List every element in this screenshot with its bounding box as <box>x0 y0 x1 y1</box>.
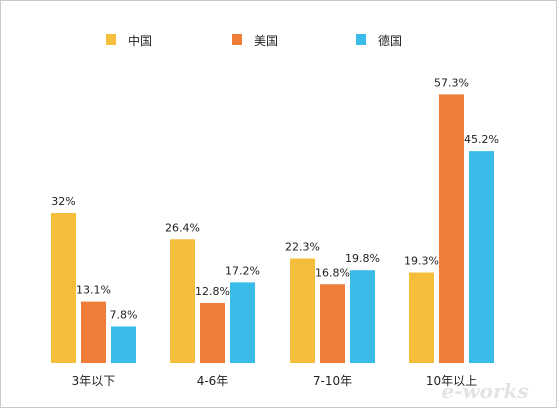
bar-1-1 <box>200 303 225 363</box>
bar-2-2 <box>350 270 375 363</box>
legend-label-0: 中国 <box>128 33 152 48</box>
value-label-2-1: 16.8% <box>315 266 350 279</box>
value-label-0-2: 7.8% <box>110 308 138 321</box>
legend: 中国 美国 德国 <box>106 33 402 48</box>
value-label-2-0: 22.3% <box>285 240 320 253</box>
value-label-2-2: 19.8% <box>345 252 380 265</box>
legend-label-1: 美国 <box>254 34 278 48</box>
value-label-0-1: 13.1% <box>76 284 111 297</box>
category-label-2: 7-10年 <box>313 374 352 388</box>
value-label-1-0: 26.4% <box>165 221 200 234</box>
watermark: e-works <box>441 379 528 403</box>
bar-1-0 <box>170 239 195 363</box>
value-label-0-0: 32% <box>51 195 75 208</box>
legend-label-2: 德国 <box>378 33 402 48</box>
bar-0-0 <box>51 213 76 363</box>
bar-3-0 <box>409 272 434 363</box>
bar-1-2 <box>230 282 255 363</box>
bar-3-2 <box>469 151 494 363</box>
bar-2-1 <box>320 284 345 363</box>
category-labels: 3年以下 4-6年 7-10年 10年以上 <box>72 374 477 388</box>
value-label-1-2: 17.2% <box>225 264 260 277</box>
legend-swatch-0 <box>106 34 116 45</box>
bar-3-1 <box>439 94 464 363</box>
bar-2-0 <box>290 258 315 363</box>
category-label-3: 10年以上 <box>426 374 477 388</box>
bar-0-2 <box>111 326 136 363</box>
value-label-3-0: 19.3% <box>404 255 439 268</box>
watermark-text: e-works <box>441 379 528 403</box>
value-label-1-1: 12.8% <box>195 285 230 298</box>
legend-swatch-2 <box>356 34 366 45</box>
category-label-0: 3年以下 <box>72 374 116 388</box>
bars <box>51 94 494 363</box>
value-label-3-2: 45.2% <box>464 133 499 146</box>
value-label-3-1: 57.3% <box>434 76 469 89</box>
category-label-1: 4-6年 <box>197 374 229 388</box>
bar-0-1 <box>81 301 106 363</box>
value-labels: 32%13.1%7.8%26.4%12.8%17.2%22.3%16.8%19.… <box>51 76 499 321</box>
legend-swatch-1 <box>232 34 242 45</box>
